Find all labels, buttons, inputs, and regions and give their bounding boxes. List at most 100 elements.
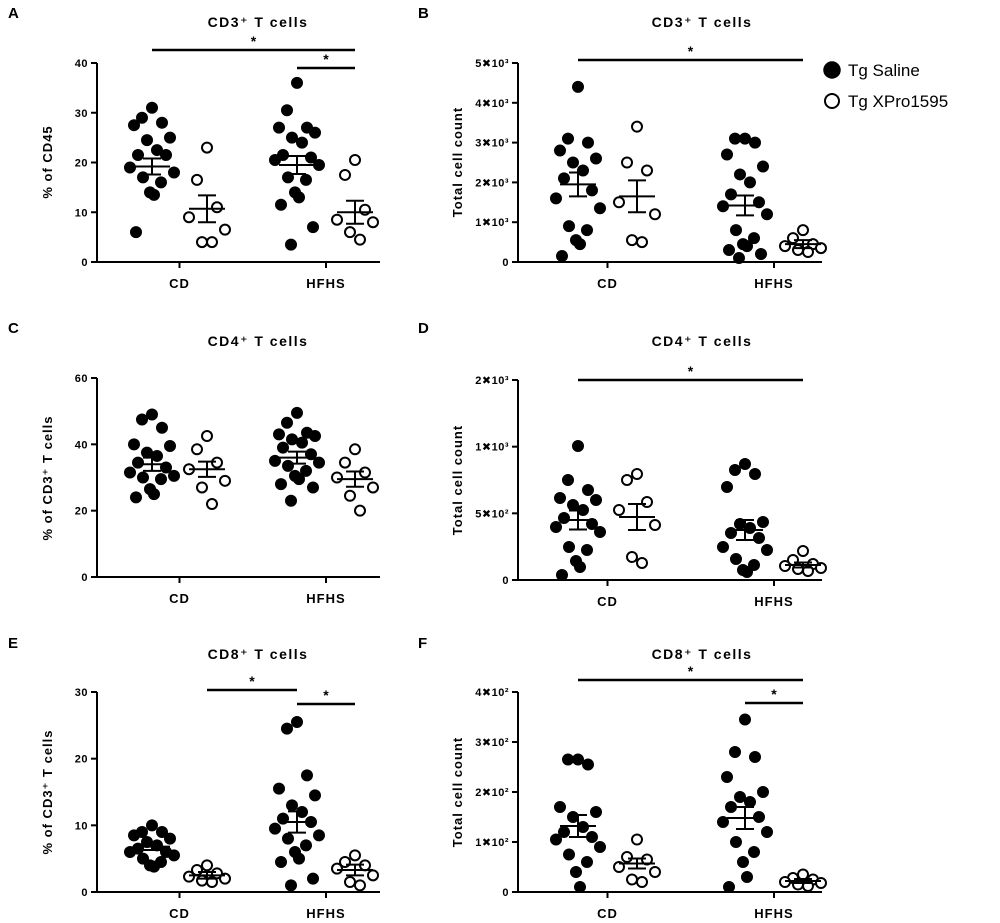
significance-star: * — [771, 686, 777, 702]
panel-letter: D — [418, 320, 429, 337]
data-point — [291, 406, 303, 419]
data-point — [744, 522, 756, 534]
y-axis-label: % of CD45 — [40, 125, 55, 198]
significance-star: * — [688, 663, 694, 679]
data-point — [729, 746, 741, 758]
data-point — [749, 468, 761, 480]
data-point — [354, 233, 366, 246]
data-point — [729, 464, 741, 476]
data-point — [748, 232, 760, 245]
data-point — [574, 881, 586, 893]
data-point — [191, 443, 203, 456]
data-point — [164, 439, 176, 452]
y-tick-label: 3✖10² — [475, 737, 509, 749]
data-point — [563, 848, 575, 861]
data-point — [130, 226, 142, 239]
data-point — [631, 833, 643, 846]
data-point — [554, 144, 566, 157]
data-point — [307, 872, 319, 885]
data-point — [741, 566, 753, 578]
data-point — [183, 870, 195, 883]
data-point — [761, 544, 773, 556]
data-point — [562, 474, 574, 486]
data-point — [344, 876, 356, 888]
y-tick-label: 10 — [75, 820, 88, 832]
data-point — [815, 877, 827, 889]
panel-B: B CD3⁺ T cells Total cell count 0 1✖10³ 2✖10³… — [418, 5, 827, 291]
data-point — [574, 561, 586, 573]
x-tick-label: HFHS — [306, 591, 345, 606]
data-point — [581, 224, 593, 237]
data-point — [156, 826, 168, 838]
data-point — [164, 832, 176, 845]
data-point — [802, 246, 814, 259]
chart-title: CD4⁺ T cells — [208, 333, 309, 349]
chart-title: CD3⁺ T cells — [652, 14, 753, 30]
x-tick-label: HFHS — [754, 594, 793, 609]
data-point — [148, 488, 160, 501]
data-point — [132, 456, 144, 469]
significance-star: * — [323, 687, 329, 703]
y-tick-label: 3✖10³ — [475, 138, 509, 150]
data-point — [313, 456, 325, 469]
data-point — [733, 252, 745, 265]
y-axis-label: Total cell count — [450, 107, 465, 217]
data-point — [349, 154, 361, 167]
y-tick-label: 20 — [75, 506, 88, 518]
data-point — [309, 126, 321, 139]
data-point — [567, 499, 579, 511]
y-tick-label: 4✖10³ — [475, 98, 509, 110]
x-tick-label: HFHS — [306, 276, 345, 291]
data-point — [582, 136, 594, 149]
data-point — [613, 196, 625, 209]
y-tick-label: 2✖10³ — [475, 375, 509, 387]
data-point — [219, 474, 231, 487]
data-point — [757, 786, 769, 798]
data-point — [196, 874, 208, 887]
data-point — [721, 481, 733, 493]
chart-title: CD8⁺ T cells — [652, 646, 753, 662]
data-point — [779, 240, 791, 253]
data-point — [128, 438, 140, 451]
y-tick-label: 0 — [502, 887, 509, 899]
data-point — [748, 846, 760, 858]
x-tick-label: HFHS — [754, 276, 793, 291]
x-tick-label: CD — [597, 276, 618, 291]
data-point — [572, 80, 584, 93]
data-point — [124, 161, 136, 174]
data-point — [354, 504, 366, 517]
data-point — [285, 879, 297, 892]
data-point — [550, 192, 562, 205]
data-point — [331, 471, 343, 484]
chart-title: CD8⁺ T cells — [208, 646, 309, 662]
data-point — [269, 154, 281, 167]
x-tick-label: HFHS — [306, 906, 345, 921]
data-point — [574, 238, 586, 251]
y-tick-label: 0 — [81, 572, 88, 584]
data-point — [577, 164, 589, 177]
data-point — [594, 202, 606, 215]
data-point — [124, 846, 136, 858]
data-point — [275, 856, 287, 868]
data-point — [757, 516, 769, 528]
y-tick-label: 2✖10² — [475, 787, 509, 799]
panel-E: E CD8⁺ T cells % of CD3⁺ T cells 0 10 20 30 CD H… — [8, 635, 380, 921]
data-point — [594, 841, 606, 853]
data-point — [586, 184, 598, 197]
data-point — [277, 441, 289, 454]
data-point — [281, 416, 293, 429]
data-point — [201, 141, 213, 154]
y-axis-label: % of CD3⁺ T cells — [40, 416, 55, 541]
data-point — [151, 144, 163, 157]
data-point — [286, 433, 298, 446]
data-point — [196, 481, 208, 494]
data-point — [219, 223, 231, 236]
data-point — [749, 751, 761, 763]
data-point — [275, 198, 287, 211]
data-point — [309, 789, 321, 802]
data-point — [155, 176, 167, 189]
data-point — [331, 213, 343, 226]
data-point — [201, 430, 213, 443]
